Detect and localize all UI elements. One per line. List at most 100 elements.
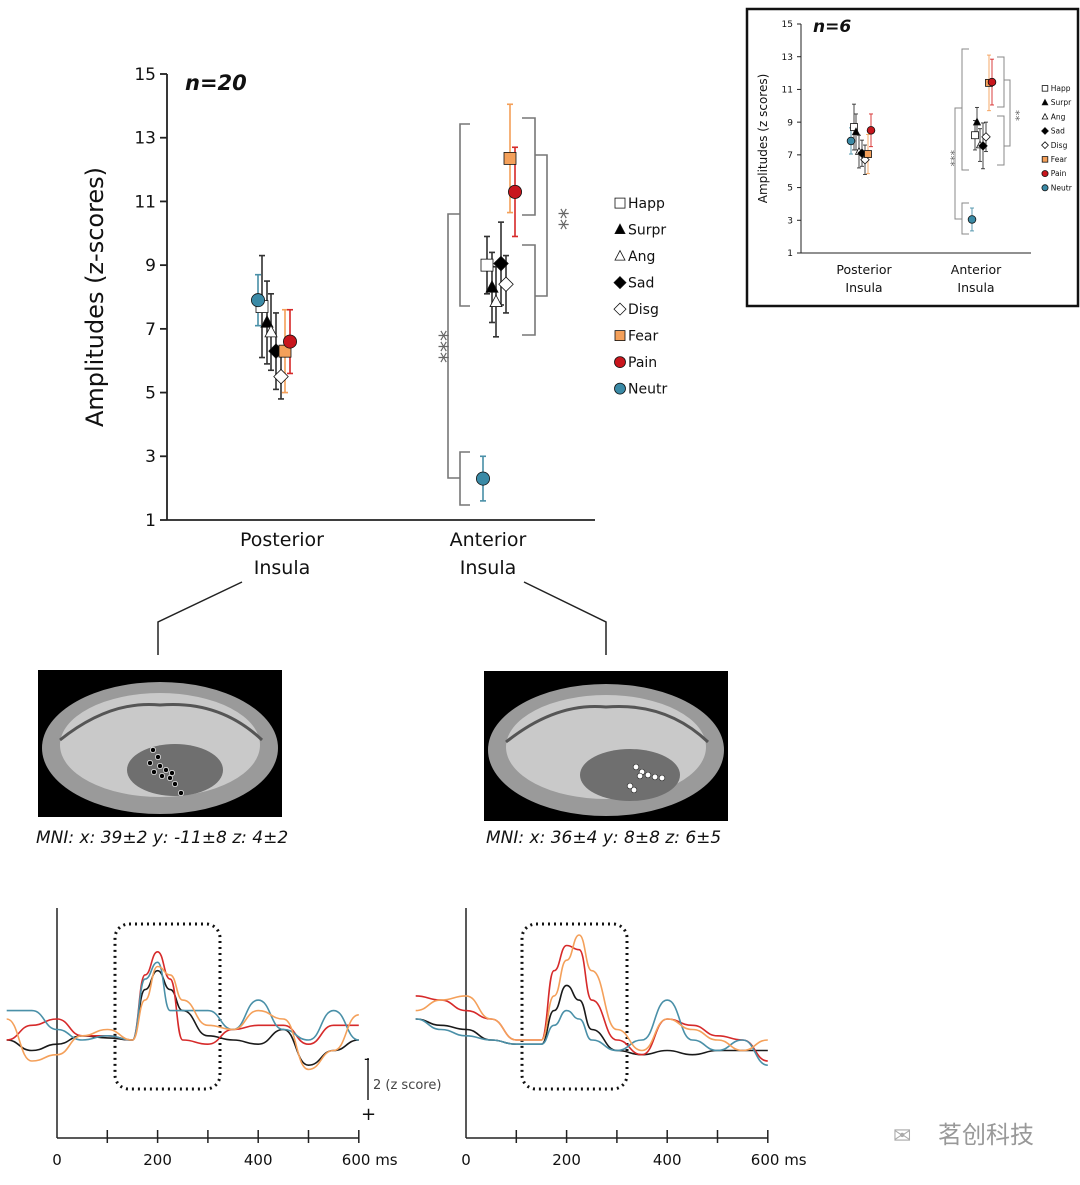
inset-category-posterior-1: Posterior [836, 262, 892, 277]
marker-surpr [851, 127, 861, 136]
legend-marker-sad [1041, 127, 1049, 135]
legend-marker-happ [1041, 85, 1049, 92]
legend-label: Neutr [628, 382, 667, 398]
y-tick-label: 7 [145, 320, 156, 340]
legend-label: Disg [628, 302, 659, 318]
legend-marker-pain [614, 356, 626, 369]
waveform-red [415, 944, 768, 1062]
y-tick-label: 9 [787, 118, 793, 128]
legend-label: Sad [628, 276, 654, 292]
marker-pain [866, 126, 876, 135]
marker-surpr [972, 117, 982, 126]
inset-category-anterior-1: Anterior [951, 262, 1002, 277]
x-tick-label: 200 [143, 1151, 172, 1169]
marker-fear [864, 150, 872, 158]
marker-pain [507, 184, 522, 199]
chart-title: n=20 [185, 71, 247, 95]
marker-disg [498, 276, 514, 293]
marker-disg [273, 368, 289, 385]
brain-image-anterior [484, 671, 728, 821]
y-tick-label: 9 [145, 256, 156, 276]
brain-image-posterior [38, 670, 282, 817]
y-tick-label: 5 [787, 184, 793, 194]
main-category-anterior-1: Anterior [450, 529, 527, 551]
y-tick-label: 3 [145, 447, 156, 467]
legend-label: Happ [628, 196, 665, 212]
y-tick-label: 1 [145, 511, 156, 531]
legend-marker-neutr [1041, 184, 1049, 192]
y-tick-label: 15 [134, 65, 156, 85]
connector-lines [157, 581, 607, 655]
legend-marker-neutr [614, 382, 626, 395]
legend-marker-pain [1041, 170, 1049, 178]
marker-neutr [967, 215, 977, 224]
legend-marker-disg [613, 302, 627, 316]
main-category-posterior-2: Insula [254, 557, 311, 579]
waveform-black [415, 984, 768, 1056]
scale-label: 2 (z score) [373, 1078, 441, 1093]
legend-marker-ang [614, 249, 626, 261]
legend-label: Sad [1051, 127, 1065, 136]
x-tick-label: 0 [52, 1151, 62, 1169]
y-tick-label: 13 [134, 129, 156, 149]
main-category-posterior-1: Posterior [240, 529, 324, 551]
y-tick-label: 13 [782, 53, 793, 63]
inset-frame [745, 7, 1080, 308]
marker-neutr [846, 136, 856, 146]
waveform-black [6, 969, 359, 1067]
waveform-anterior: 0 200 400 600 ms [415, 908, 807, 1169]
scale-bar: - + 2 (z score) [361, 1049, 441, 1125]
x-tick-label: 200 [552, 1151, 581, 1169]
wechat-icon: ✉ [893, 1124, 911, 1149]
legend-marker-fear [1041, 156, 1049, 163]
marker-pain [987, 77, 997, 87]
y-tick-label: 5 [145, 384, 156, 404]
electrode-dots [147, 747, 184, 796]
x-tick-label: 400 [244, 1151, 273, 1169]
x-tick-label: 400 [653, 1151, 682, 1169]
polarity-positive: + [361, 1104, 376, 1125]
marker-ang [264, 324, 278, 338]
electrode-dots [626, 763, 666, 794]
waveform-blue [415, 999, 768, 1066]
waveform-orange [6, 965, 360, 1071]
y-tick-label: 7 [787, 151, 793, 161]
marker-surpr [485, 279, 499, 293]
legend-label: Fear [1051, 155, 1068, 164]
significance-2star: ** [546, 208, 571, 230]
mni-anterior: MNI: x: 36±4 y: 8±8 z: 6±5 [486, 828, 721, 848]
significance-3star: *** [426, 330, 451, 363]
inset-category-posterior-2: Insula [845, 280, 882, 295]
legend-marker-fear [614, 330, 626, 342]
legend-label: Fear [628, 329, 658, 345]
marker-happ [971, 131, 979, 140]
inset-brackets [954, 48, 1011, 235]
x-tick-label: 600 ms [342, 1151, 398, 1169]
y-tick-label: 11 [134, 192, 156, 212]
waveform-posterior: 0 200 400 600 ms [6, 908, 398, 1169]
legend-marker-sad [613, 276, 627, 290]
watermark: 茗创科技 [938, 1121, 1034, 1149]
marker-fear [503, 152, 517, 165]
y-axis-label: Amplitudes (z-scores) [81, 167, 109, 427]
legend-marker-disg [1041, 141, 1049, 150]
y-axis-label: Amplitudes (z scores) [756, 74, 770, 204]
waveform-orange [415, 934, 768, 1052]
marker-pain [282, 334, 297, 349]
y-tick-label: 11 [782, 86, 793, 96]
chart-title: n=6 [813, 17, 851, 37]
marker-surpr [260, 315, 274, 328]
legend-label: Ang [628, 249, 655, 265]
marker-sad [493, 255, 509, 272]
inset-significance-2star: ** [1009, 110, 1022, 122]
x-tick-label: 0 [461, 1151, 471, 1169]
marker-disg [981, 132, 991, 142]
main-category-anterior-2: Insula [460, 557, 517, 579]
legend-label: Surpr [1051, 98, 1072, 107]
marker-neutr [250, 293, 265, 308]
legend-label: Surpr [628, 223, 666, 239]
significance-brackets [447, 117, 548, 506]
